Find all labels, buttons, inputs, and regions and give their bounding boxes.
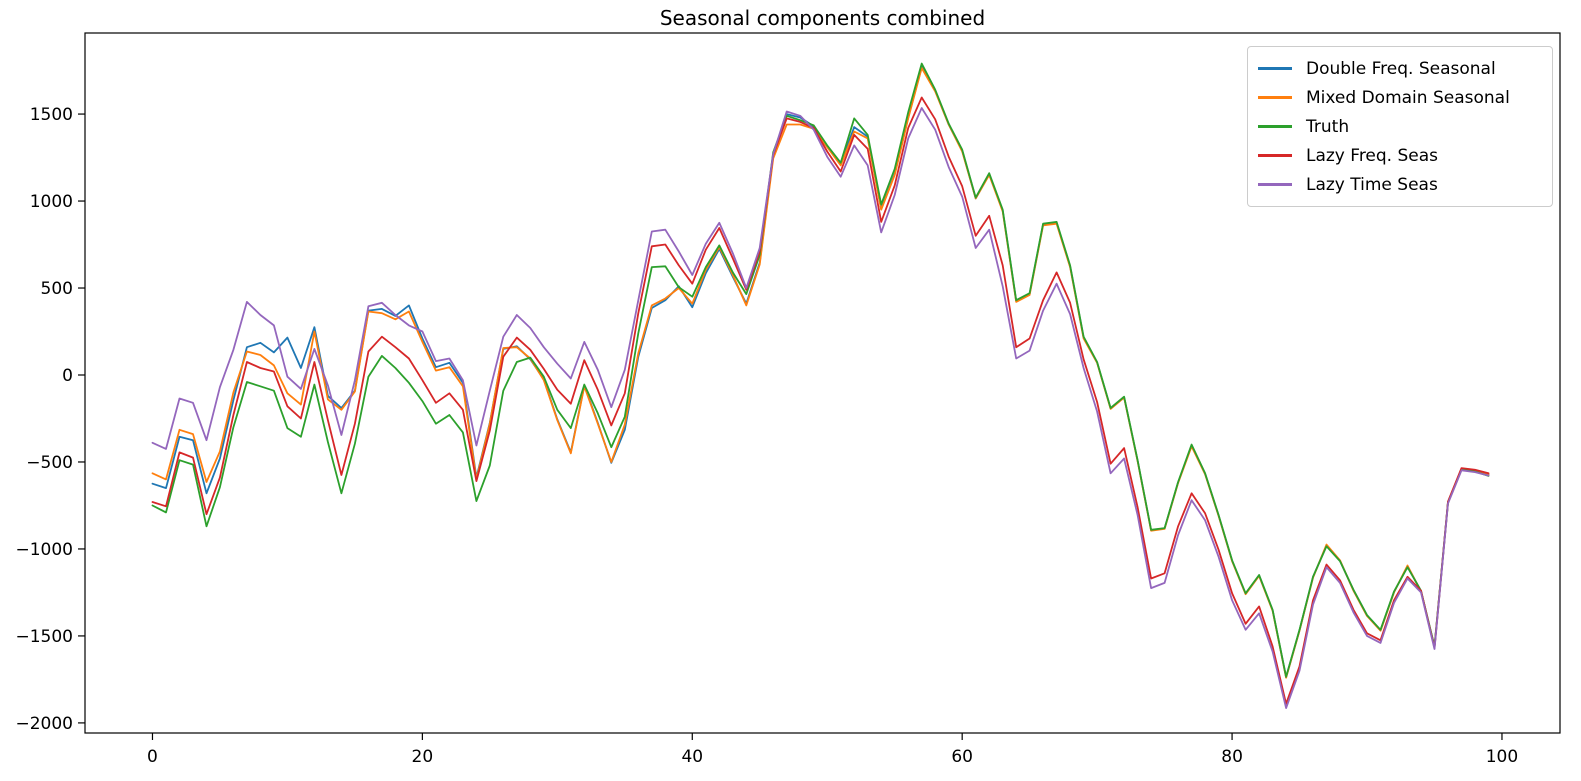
legend-swatch [1258,96,1292,99]
series-line-lazy-freq-seas [151,96,1490,705]
y-tick-label: 500 [41,279,73,299]
x-tick-label: 20 [412,747,434,767]
y-tick-label: 1000 [30,192,73,212]
y-tick-label: 1500 [30,105,73,125]
legend-item: Truth [1258,112,1542,141]
legend: Double Freq. Seasonal Mixed Domain Season… [1247,46,1553,207]
x-tick-label: 40 [681,747,703,767]
legend-swatch [1258,67,1292,70]
y-tick-label: −1000 [15,540,73,560]
legend-swatch [1258,125,1292,128]
series-line-lazy-time-seas [151,107,1490,709]
legend-item: Mixed Domain Seasonal [1258,83,1542,112]
legend-label: Lazy Freq. Seas [1306,145,1439,166]
legend-item: Lazy Freq. Seas [1258,141,1542,170]
x-tick-label: 100 [1486,747,1518,767]
legend-swatch [1258,183,1292,186]
legend-swatch [1258,154,1292,157]
legend-label: Lazy Time Seas [1306,174,1438,195]
axes-frame [84,32,1561,734]
y-tick-label: 0 [62,366,73,386]
y-tick-label: −500 [26,453,73,473]
y-tick-label: −2000 [15,714,73,734]
legend-label: Mixed Domain Seasonal [1306,87,1510,108]
series-line-truth [151,62,1490,678]
chart-title: Seasonal components combined [659,6,986,30]
x-tick-label: 60 [951,747,973,767]
legend-item: Lazy Time Seas [1258,170,1542,199]
legend-item: Double Freq. Seasonal [1258,54,1542,83]
x-tick-label: 80 [1221,747,1243,767]
legend-label: Truth [1306,116,1350,137]
y-tick-label: −1500 [15,627,73,647]
legend-label: Double Freq. Seasonal [1306,58,1496,79]
x-tick-label: 0 [147,747,158,767]
